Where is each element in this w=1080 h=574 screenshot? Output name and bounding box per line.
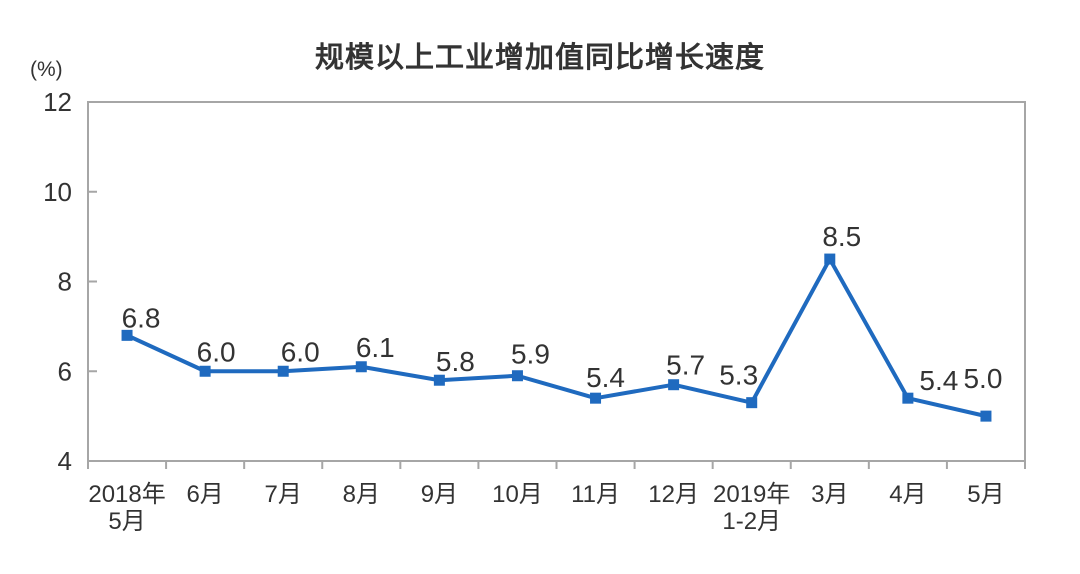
series-line: [126, 257, 987, 419]
chart-title: 规模以上工业增加值同比增长速度: [314, 42, 765, 74]
data-point-label: 5.0: [963, 363, 1002, 394]
data-point-marker: [902, 392, 914, 404]
x-tick-label: 6月: [186, 481, 223, 508]
x-tick-label: 2019年 1-2月: [713, 481, 790, 535]
y-tick-label: 12: [43, 87, 72, 117]
data-point-marker: [980, 410, 992, 422]
data-point-label: 5.4: [586, 362, 625, 393]
data-point-marker: [590, 392, 602, 404]
x-tick-label: 9月: [421, 481, 458, 508]
x-tick-label: 7月: [265, 481, 302, 508]
data-point-marker: [121, 329, 133, 341]
x-tick-label: 3月: [811, 481, 848, 508]
data-point-label: 8.5: [822, 221, 861, 252]
x-tick-label: 12月: [648, 481, 699, 508]
data-point-marker: [433, 374, 445, 386]
data-point-label: 6.8: [122, 302, 161, 333]
data-point-label: 6.0: [197, 336, 236, 367]
data-point-label: 5.7: [666, 350, 705, 381]
data-point-marker: [511, 370, 523, 382]
data-point-label: 5.4: [919, 365, 958, 396]
y-tick-label: 10: [43, 177, 72, 207]
data-point-marker: [824, 253, 836, 265]
data-point-marker: [355, 361, 367, 373]
y-tick-label: 4: [58, 446, 72, 476]
data-point-label: 6.0: [281, 336, 320, 367]
data-point-marker: [277, 365, 289, 377]
data-point-marker: [668, 379, 680, 391]
data-point-marker: [746, 397, 758, 409]
x-tick-label: 11月: [571, 481, 620, 508]
data-point-label: 5.9: [511, 339, 550, 370]
x-tick-label: 4月: [889, 481, 926, 508]
data-point-label: 5.8: [436, 346, 475, 377]
y-axis-unit-label: (%): [30, 58, 63, 81]
x-tick-label: 2018年 5月: [88, 481, 165, 535]
x-tick-label: 8月: [343, 481, 380, 508]
data-point-label: 5.3: [719, 360, 758, 391]
x-tick-label: 10月: [492, 481, 543, 508]
y-tick-label: 8: [58, 267, 72, 297]
data-point-label: 6.1: [356, 332, 395, 363]
x-tick-label: 5月: [967, 481, 1004, 508]
y-tick-label: 6: [58, 356, 72, 386]
plot-border: [87, 101, 1026, 462]
data-point-marker: [199, 365, 211, 377]
